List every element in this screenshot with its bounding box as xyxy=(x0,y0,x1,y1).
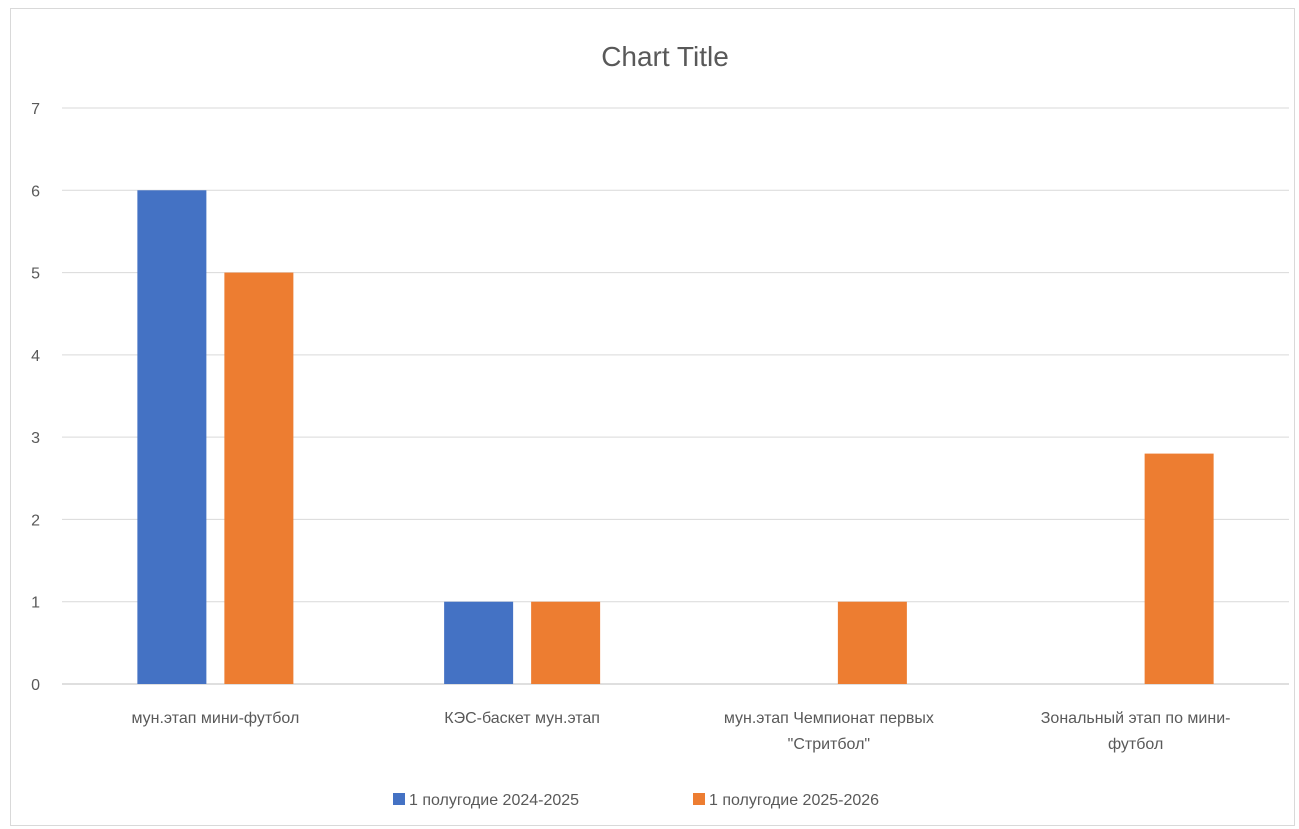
bar xyxy=(837,601,907,684)
legend-swatch xyxy=(393,793,405,805)
x-tick-label: мун.этап Чемпионат первых xyxy=(724,710,934,727)
x-tick-label: "Стритбол" xyxy=(788,736,870,753)
chart-title: Chart Title xyxy=(601,41,729,72)
bar xyxy=(1144,453,1214,684)
y-tick-label: 4 xyxy=(31,348,40,365)
bar xyxy=(137,190,207,685)
y-tick-label: 5 xyxy=(31,266,40,283)
y-tick-label: 2 xyxy=(31,512,40,529)
y-tick-label: 3 xyxy=(31,430,40,447)
y-tick-label: 1 xyxy=(31,595,40,612)
chart-frame xyxy=(10,8,1295,826)
legend-label: 1 полугодие 2024-2025 xyxy=(409,792,579,809)
bar xyxy=(224,272,294,684)
x-tick-label: Зональный этап по мини- xyxy=(1041,710,1231,727)
bar xyxy=(444,601,514,684)
x-tick-label: футбол xyxy=(1108,736,1163,753)
legend-label: 1 полугодие 2025-2026 xyxy=(709,792,879,809)
x-axis-labels: мун.этап мини-футбол КЭС-баскет мун.этап м… xyxy=(131,710,1230,753)
y-tick-label: 0 xyxy=(31,677,40,694)
bars xyxy=(137,190,1214,685)
y-tick-label: 6 xyxy=(31,183,40,200)
legend-swatch xyxy=(693,793,705,805)
legend: 1 полугодие 2024-2025 1 полугодие 2025-20… xyxy=(393,792,879,809)
y-tick-label: 7 xyxy=(31,101,40,118)
x-tick-label: КЭС-баскет мун.этап xyxy=(444,710,600,727)
y-axis-ticks: 0 1 2 3 4 5 6 7 xyxy=(31,101,40,694)
bar xyxy=(531,601,601,684)
x-tick-label: мун.этап мини-футбол xyxy=(131,710,299,727)
